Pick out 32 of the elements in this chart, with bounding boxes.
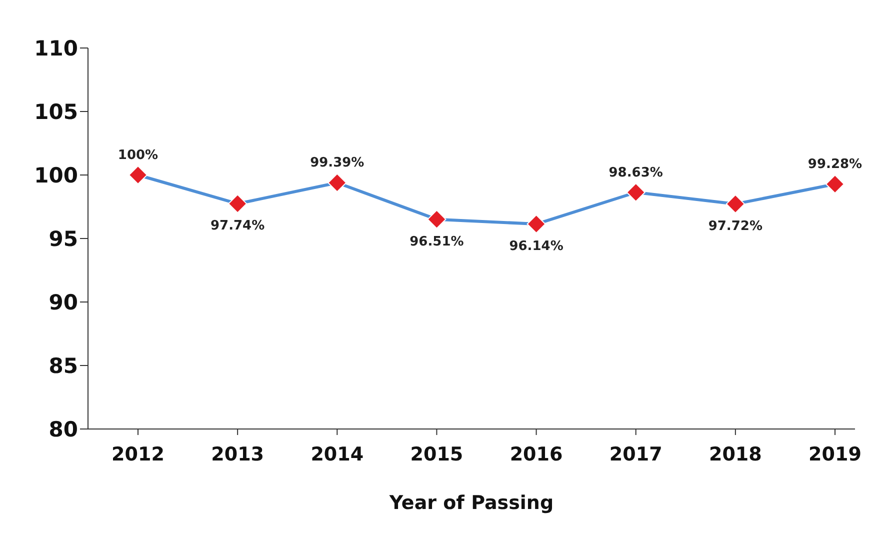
y-tick-label: 80 — [48, 417, 78, 442]
point — [526, 214, 546, 234]
y-tick-label: 110 — [34, 36, 78, 60]
x-tick-label: 2016 — [510, 443, 563, 466]
x-tick-label: 2015 — [410, 443, 464, 466]
x-tick-label: 2012 — [112, 443, 164, 466]
x-axis-title: Year of Passing — [388, 492, 554, 514]
point — [726, 194, 745, 214]
x-tick-label: 2019 — [808, 443, 862, 466]
data-label: 97.72% — [708, 218, 763, 234]
x-tick-label: 2013 — [211, 443, 264, 466]
x-tick-label: 2014 — [310, 443, 364, 466]
point — [128, 166, 148, 184]
point — [826, 174, 844, 194]
x-tick-label: 2017 — [609, 443, 662, 466]
point — [626, 182, 646, 202]
x-tick-label: 2018 — [708, 443, 762, 466]
data-label: 97.74% — [210, 218, 265, 234]
y-tick-label: 105 — [34, 100, 78, 124]
data-label: 100% — [118, 148, 158, 163]
y-tick-label: 95 — [48, 226, 78, 251]
point — [228, 194, 248, 214]
point — [427, 210, 446, 229]
y-tick-label: 85 — [48, 354, 78, 378]
data-label: 98.63% — [608, 165, 663, 180]
y-tick-label: 100 — [34, 163, 78, 188]
data-label: 99.28% — [808, 157, 862, 172]
point — [328, 173, 347, 192]
y-tick-label: 90 — [48, 290, 78, 314]
data-label: 99.39% — [310, 156, 364, 171]
data-label: 96.51% — [410, 234, 464, 250]
data-label: 96.14% — [509, 239, 564, 254]
